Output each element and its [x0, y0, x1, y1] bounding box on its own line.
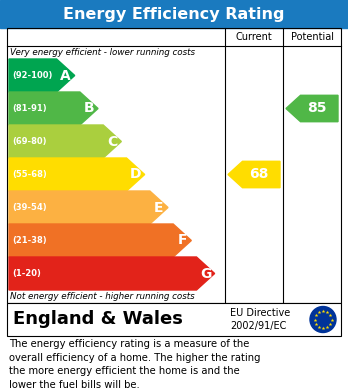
Text: C: C	[107, 135, 117, 149]
Text: 85: 85	[307, 102, 326, 115]
Text: G: G	[200, 267, 211, 280]
Text: (69-80): (69-80)	[12, 137, 47, 146]
Bar	[0, 0, 348, 28]
Text: Potential: Potential	[291, 32, 333, 42]
Polygon shape	[9, 191, 168, 224]
Text: F: F	[177, 233, 187, 248]
Polygon shape	[228, 161, 280, 188]
Bar	[7, 28, 341, 303]
Text: D: D	[130, 167, 141, 181]
Polygon shape	[286, 95, 338, 122]
Text: 2002/91/EC: 2002/91/EC	[230, 321, 286, 330]
Text: Current: Current	[236, 32, 272, 42]
Text: Energy Efficiency Rating: Energy Efficiency Rating	[63, 7, 285, 22]
Text: 68: 68	[249, 167, 269, 181]
Text: (39-54): (39-54)	[12, 203, 47, 212]
Polygon shape	[9, 125, 121, 158]
Polygon shape	[9, 59, 75, 92]
Text: E: E	[154, 201, 164, 215]
Text: (81-91): (81-91)	[12, 104, 47, 113]
Text: A: A	[60, 68, 71, 83]
Text: Very energy efficient - lower running costs: Very energy efficient - lower running co…	[10, 48, 195, 57]
Text: The energy efficiency rating is a measure of the
overall efficiency of a home. T: The energy efficiency rating is a measur…	[9, 339, 261, 390]
Polygon shape	[9, 224, 191, 257]
Bar	[7, 303, 341, 336]
Circle shape	[310, 307, 336, 332]
Polygon shape	[9, 158, 145, 191]
Text: (92-100): (92-100)	[12, 71, 53, 80]
Text: EU Directive: EU Directive	[230, 308, 290, 319]
Text: Not energy efficient - higher running costs: Not energy efficient - higher running co…	[10, 292, 195, 301]
Text: (55-68): (55-68)	[12, 170, 47, 179]
Text: England & Wales: England & Wales	[13, 310, 183, 328]
Polygon shape	[9, 257, 215, 290]
Text: (21-38): (21-38)	[12, 236, 47, 245]
Text: B: B	[84, 102, 94, 115]
Polygon shape	[9, 92, 98, 125]
Text: (1-20): (1-20)	[12, 269, 41, 278]
